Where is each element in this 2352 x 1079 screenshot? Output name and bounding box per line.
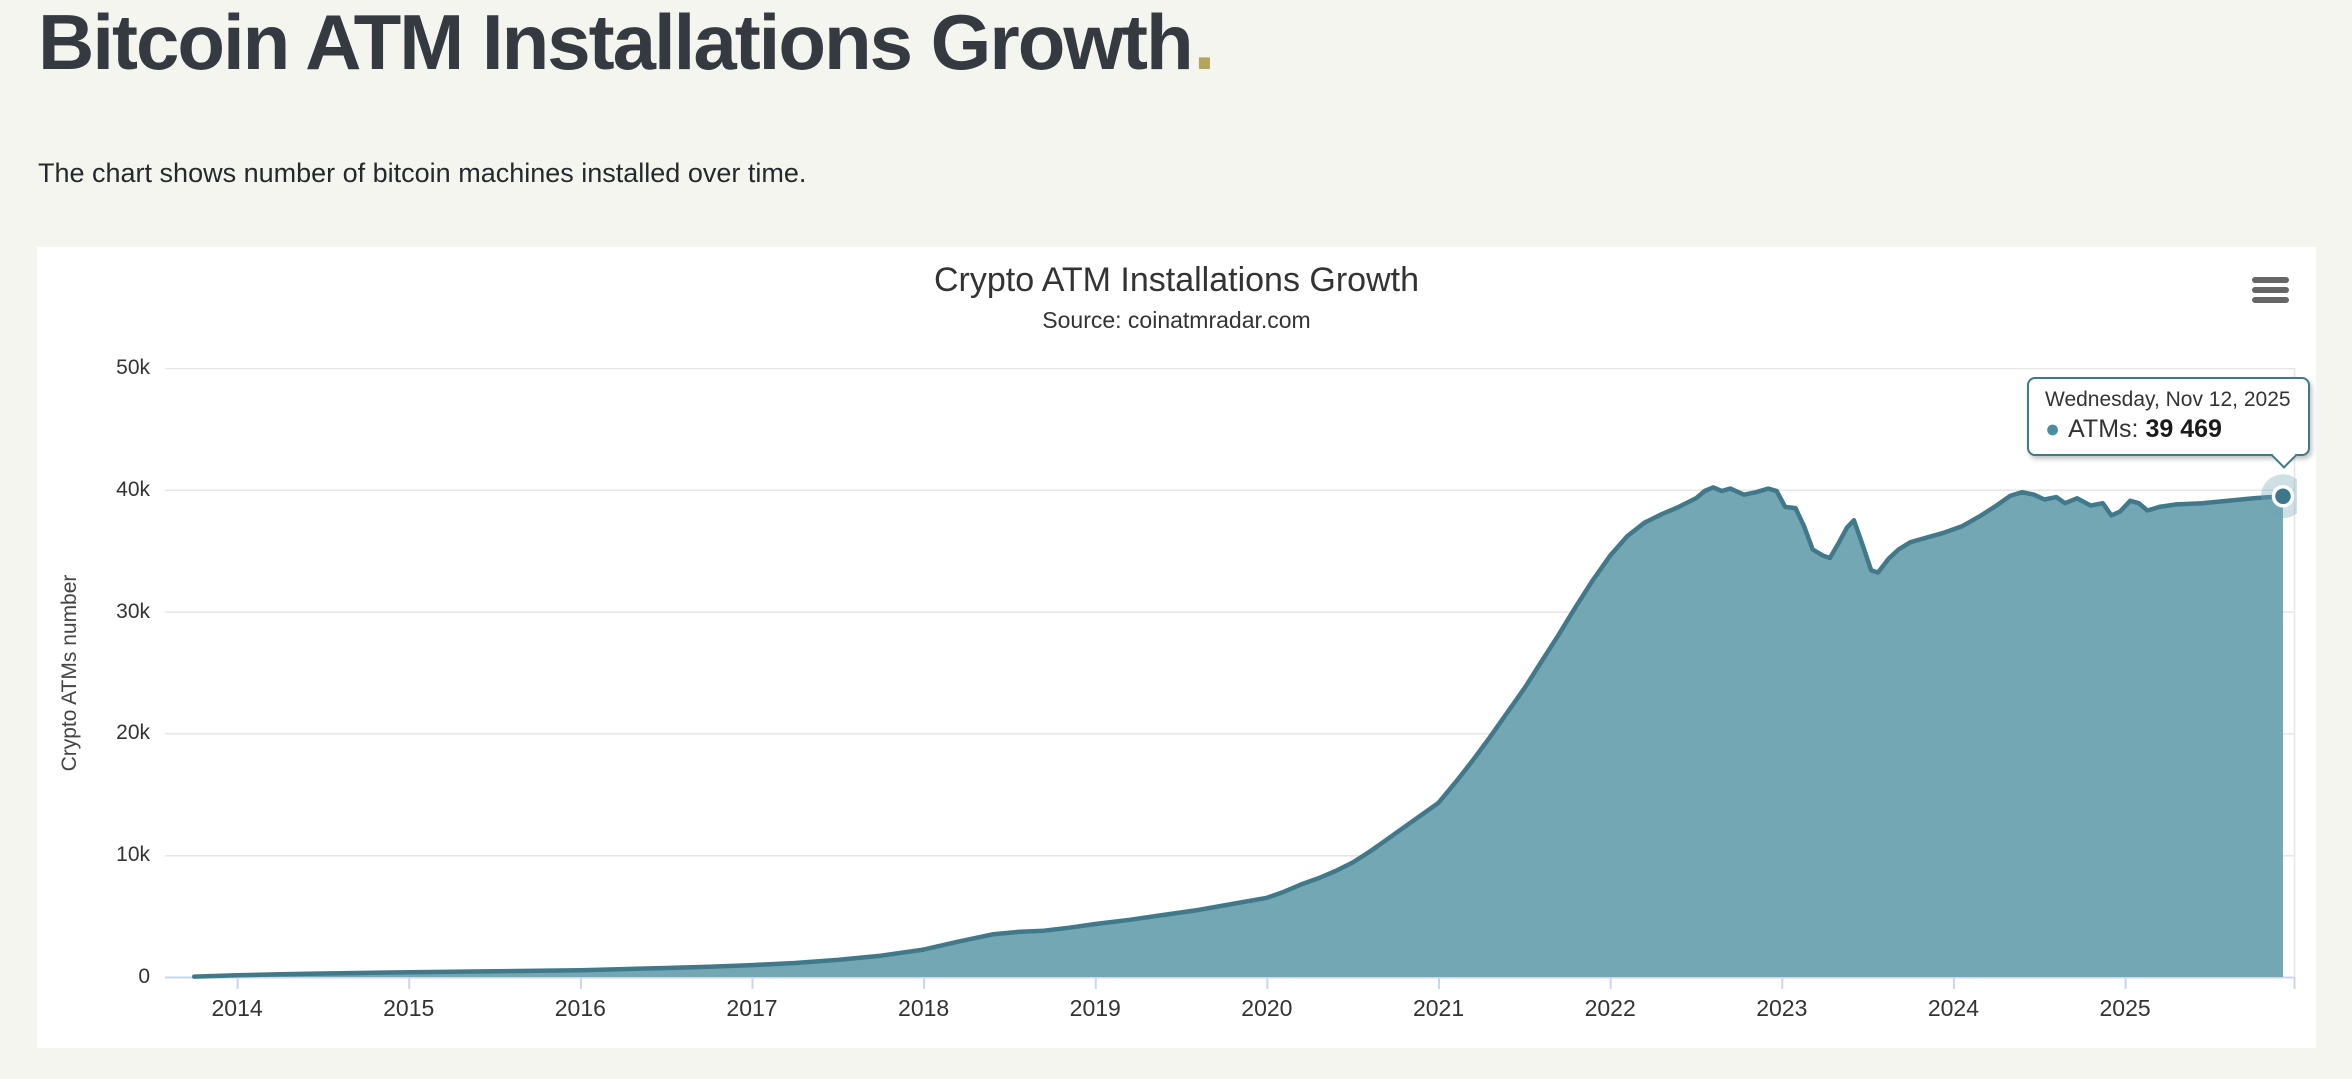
plot-area[interactable] [165,368,2297,993]
tooltip: Wednesday, Nov 12, 2025 ● ATMs: 39 469 [2027,377,2310,469]
x-tick-label: 2024 [1927,995,1980,1021]
x-tick-label: 2020 [1241,995,1293,1021]
x-tick-label: 2021 [1412,995,1465,1021]
tooltip-series-line: ● ATMs: 39 469 [2045,415,2291,444]
x-tick-label: 2014 [211,995,263,1021]
x-tick-label: 2017 [726,995,778,1021]
y-tick-label: 50k [116,356,150,379]
y-tick-label: 0 [138,965,150,988]
y-tick-label: 40k [116,477,150,501]
point-marker[interactable] [2271,485,2295,508]
y-tick-label: 10k [116,843,150,867]
series-area[interactable] [194,487,2284,977]
y-tick-label: 20k [116,721,150,745]
x-tick-label: 2019 [1069,995,1121,1021]
x-tick-label: 2015 [383,995,435,1021]
x-tick-label: 2016 [554,995,606,1021]
title-accent-dot: . [1193,0,1216,86]
tooltip-date: Wednesday, Nov 12, 2025 [2045,388,2291,411]
series-bullet-icon: ● [2045,415,2061,443]
tooltip-value: 39 469 [2145,415,2222,443]
chart-context-menu-button[interactable] [2248,271,2292,309]
tooltip-series-label: ATMs: [2068,415,2139,443]
x-tick-label: 2022 [1584,995,1636,1021]
chart-title: Crypto ATM Installations Growth [934,261,1419,299]
page-title-text: Bitcoin ATM Installations Growth [38,0,1194,86]
y-tick-label: 30k [116,599,150,623]
series-line [191,485,2286,979]
x-tick-label: 2025 [2099,995,2151,1021]
x-tick-label: 2023 [1756,995,1808,1021]
chart-subtitle: Source: coinatmradar.com [1042,307,1311,333]
page-subtitle: The chart shows number of bitcoin machin… [38,158,807,188]
page-title: Bitcoin ATM Installations Growth. [38,0,1215,92]
x-tick-label: 2018 [898,995,950,1021]
